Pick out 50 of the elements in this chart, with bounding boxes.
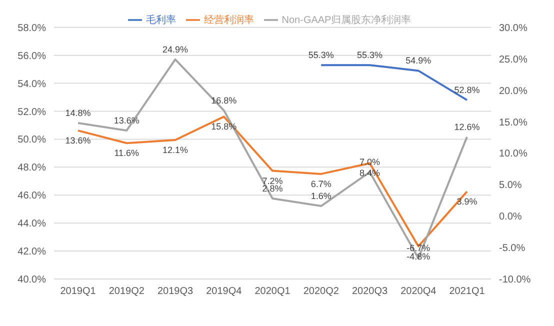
data-label: 11.6% bbox=[114, 148, 140, 158]
data-label: 55.3% bbox=[308, 50, 334, 60]
data-label: -6.7% bbox=[406, 243, 430, 254]
x-tick-label: 2019Q3 bbox=[157, 286, 194, 298]
y-tick-label: 48.0% bbox=[18, 162, 46, 174]
data-label: 13.6% bbox=[114, 116, 140, 126]
legend-label: 经营利润率 bbox=[204, 15, 254, 26]
x-tick-label: 2020Q4 bbox=[400, 286, 437, 298]
y2-tick-label: 25.0% bbox=[499, 54, 528, 66]
data-label: 2.8% bbox=[262, 183, 283, 194]
x-tick-label: 2020Q2 bbox=[303, 286, 340, 298]
y2-tick-label: -5.0% bbox=[499, 243, 526, 254]
y2-tick-label: -10.0% bbox=[499, 274, 531, 286]
x-tick-label: 2020Q1 bbox=[254, 286, 291, 298]
y2-tick-label: 5.0% bbox=[499, 180, 522, 192]
data-label: 52.8% bbox=[454, 85, 480, 96]
data-label: 7.2% bbox=[262, 176, 283, 186]
data-label: 7.0% bbox=[359, 157, 380, 168]
x-tick-label: 2020Q3 bbox=[352, 286, 388, 298]
data-label: 12.1% bbox=[162, 144, 188, 155]
data-label: 12.6% bbox=[454, 122, 480, 132]
legend-label: 毛利率 bbox=[146, 15, 176, 26]
y2-tick-label: 30.0% bbox=[499, 22, 528, 34]
data-label: 16.8% bbox=[211, 95, 237, 106]
data-label: 54.9% bbox=[406, 56, 432, 66]
legend-label: Non-GAAP归属股东净利润率 bbox=[282, 15, 412, 26]
data-label: 6.7% bbox=[310, 178, 332, 189]
y-tick-label: 50.0% bbox=[18, 134, 46, 146]
y2-tick-label: 15.0% bbox=[499, 117, 528, 128]
y-tick-label: 46.0% bbox=[18, 190, 46, 202]
y2-tick-label: 0.0% bbox=[499, 212, 522, 223]
x-tick-label: 2021Q1 bbox=[449, 286, 486, 298]
y-tick-label: 54.0% bbox=[18, 78, 46, 90]
data-label: 24.9% bbox=[162, 44, 188, 54]
data-label: -4.8% bbox=[406, 251, 430, 262]
data-label: 55.3% bbox=[356, 50, 383, 60]
y2-tick-label: 20.0% bbox=[499, 86, 528, 97]
x-tick-label: 2019Q4 bbox=[206, 286, 242, 298]
data-label: 14.8% bbox=[65, 108, 91, 118]
y2-tick-label: 10.0% bbox=[499, 148, 528, 160]
y-tick-label: 58.0% bbox=[18, 22, 46, 34]
y-tick-label: 40.0% bbox=[18, 274, 46, 286]
data-label: 13.6% bbox=[65, 136, 91, 146]
y-tick-label: 44.0% bbox=[18, 218, 46, 230]
y-tick-label: 56.0% bbox=[18, 50, 46, 62]
data-label: 1.6% bbox=[310, 191, 332, 202]
y-tick-label: 52.0% bbox=[18, 106, 46, 118]
x-tick-label: 2019Q1 bbox=[60, 286, 96, 298]
x-tick-label: 2019Q2 bbox=[108, 286, 145, 298]
y-tick-label: 42.0% bbox=[18, 246, 46, 258]
